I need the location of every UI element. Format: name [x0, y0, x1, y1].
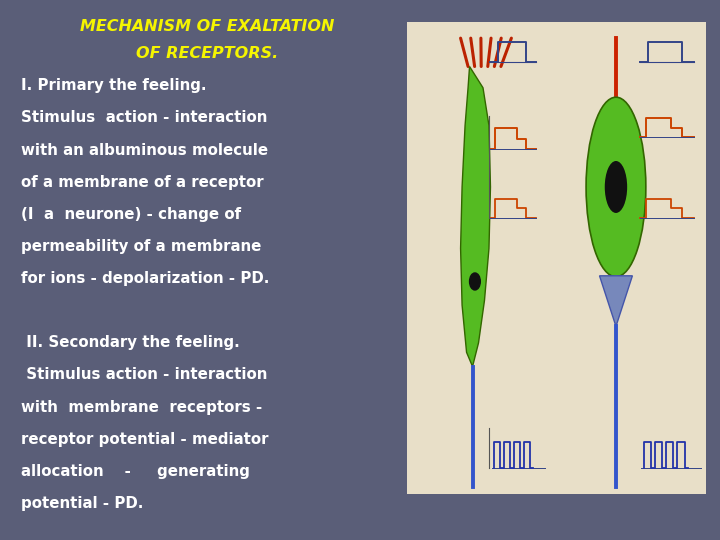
Polygon shape — [461, 66, 490, 367]
Text: of a membrane of a receptor: of a membrane of a receptor — [21, 175, 264, 190]
Text: allocation    -     generating: allocation - generating — [21, 464, 250, 479]
Text: OF RECEPTORS.: OF RECEPTORS. — [136, 46, 278, 61]
Text: receptor potential - mediator: receptor potential - mediator — [21, 432, 269, 447]
Text: I. Primary the feeling.: I. Primary the feeling. — [21, 78, 207, 93]
FancyBboxPatch shape — [407, 22, 706, 494]
Text: for ions - depolarization - PD.: for ions - depolarization - PD. — [21, 271, 269, 286]
Text: with  membrane  receptors -: with membrane receptors - — [21, 400, 262, 415]
Ellipse shape — [586, 97, 646, 276]
Text: Stimulus action - interaction: Stimulus action - interaction — [21, 367, 268, 382]
Text: (I  a  neurone) - change of: (I a neurone) - change of — [21, 207, 241, 222]
Text: Stimulus  action - interaction: Stimulus action - interaction — [21, 111, 268, 125]
Text: permeability of a membrane: permeability of a membrane — [21, 239, 261, 254]
Circle shape — [469, 273, 480, 290]
Text: potential - PD.: potential - PD. — [21, 496, 143, 511]
Polygon shape — [600, 276, 632, 326]
Ellipse shape — [605, 161, 627, 213]
Text: MECHANISM OF EXALTATION: MECHANISM OF EXALTATION — [80, 19, 334, 34]
Text: with an albuminous molecule: with an albuminous molecule — [21, 143, 269, 158]
Text: II. Secondary the feeling.: II. Secondary the feeling. — [21, 335, 240, 350]
